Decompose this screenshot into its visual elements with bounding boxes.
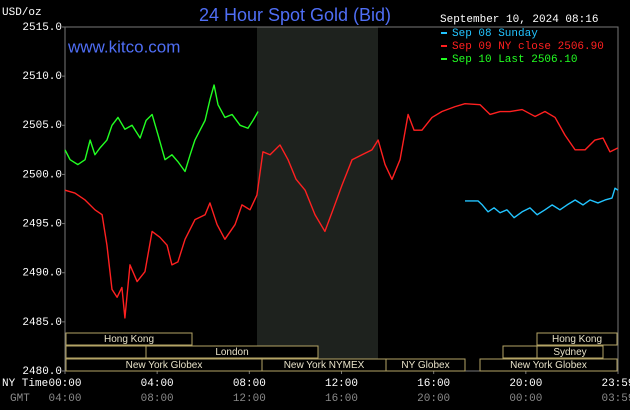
session-box <box>65 332 193 346</box>
y-tick-label: 2490.0 <box>22 268 62 280</box>
x-tick-label: 20:00 <box>509 378 542 390</box>
gmt-tick-label: 16:00 <box>325 393 358 405</box>
gmt-tick-label: 20:00 <box>417 393 450 405</box>
session-box <box>502 345 538 359</box>
legend-label: Sep 08 Sunday <box>452 28 538 40</box>
session-box <box>536 345 604 359</box>
y-tick-label: 2495.0 <box>22 218 62 230</box>
gmt-tick-label: 08:00 <box>141 393 174 405</box>
x-tick-label: 08:00 <box>233 378 266 390</box>
y-unit: USD/oz <box>2 7 42 19</box>
session-label: New York Globex <box>510 360 587 371</box>
y-tick-label: 2480.0 <box>22 366 62 378</box>
y-tick-label: 2485.0 <box>22 317 62 329</box>
series-line <box>64 84 259 173</box>
y-tick-label: 2515.0 <box>22 22 62 34</box>
session-label: NY Globex <box>401 360 449 371</box>
x-tick-label: 04:00 <box>141 378 174 390</box>
y-tick-label: 2500.0 <box>22 169 62 181</box>
legend-label: Sep 10 Last 2506.10 <box>452 54 577 66</box>
session-box <box>479 358 618 372</box>
session-box <box>385 358 466 372</box>
x-tick-label: 00:00 <box>48 378 81 390</box>
session-label: New York Globex <box>126 360 203 371</box>
site-label: www.kitco.com <box>67 37 180 56</box>
session-box <box>145 345 319 359</box>
series-line <box>64 102 619 319</box>
gmt-tick-label: 03:59 <box>601 393 630 405</box>
session-box <box>65 345 147 359</box>
session-label: Hong Kong <box>552 334 602 345</box>
gmt-label: GMT <box>10 393 30 405</box>
chart-title: 24 Hour Spot Gold (Bid) <box>199 5 391 25</box>
x-tick-label: 16:00 <box>417 378 450 390</box>
y-tick-label: 2505.0 <box>22 120 62 132</box>
legend-label: Sep 09 NY close 2506.90 <box>452 41 604 53</box>
gmt-tick-label: 00:00 <box>509 393 542 405</box>
gmt-tick-label: 12:00 <box>233 393 266 405</box>
gmt-tick-label: 04:00 <box>48 393 81 405</box>
session-box <box>536 332 618 346</box>
session-label: Sydney <box>553 347 586 358</box>
session-label: New York NYMEX <box>284 360 365 371</box>
x-tick-label: 23:59 <box>601 378 630 390</box>
y-tick-label: 2510.0 <box>22 71 62 83</box>
timestamp: September 10, 2024 08:16 <box>440 14 598 26</box>
series-line <box>465 187 619 219</box>
session-label: Hong Kong <box>104 334 154 345</box>
session-label: London <box>215 347 248 358</box>
x-tick-label: 12:00 <box>325 378 358 390</box>
session-highlight <box>257 27 378 371</box>
x-axis-label: NY Time <box>2 378 48 390</box>
